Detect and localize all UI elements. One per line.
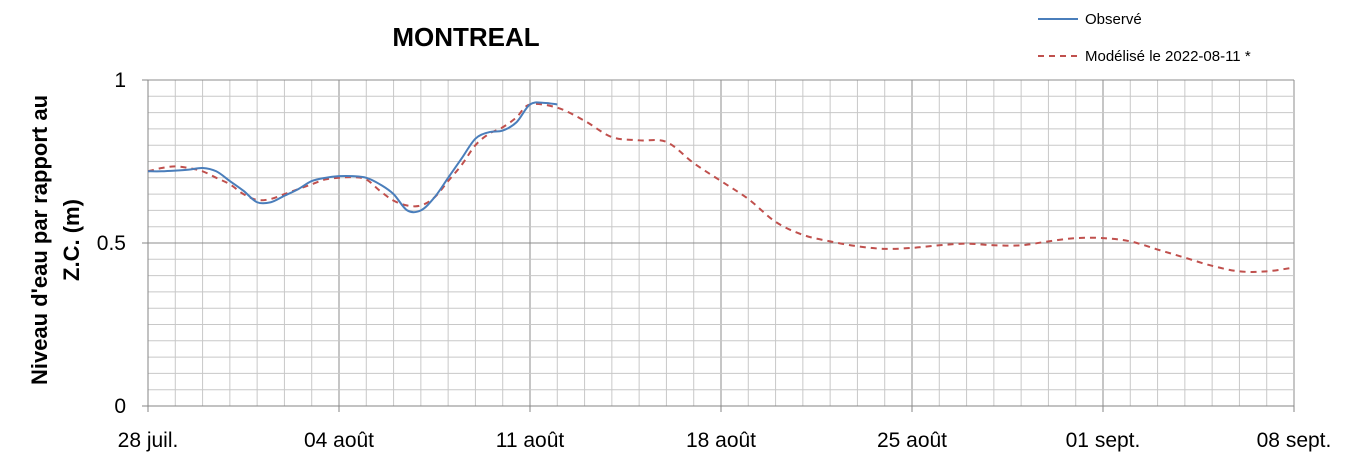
y-tick-label: 0.5 [97,232,126,255]
x-tick-label: 04 août [304,429,374,452]
series-line-observe [147,101,558,214]
legend: Observé Modélisé le 2022-08-11 * [1038,11,1251,65]
grid [148,79,1295,406]
x-tick-label: 11 août [496,429,565,452]
x-tick-label: 25 août [877,429,947,452]
y-axis-label-line-1: Niveau d'eau par rapport au [27,95,52,385]
axes [142,79,1295,412]
x-tick-label: 28 juil. [118,429,179,452]
chart-title: MONTREAL [392,22,539,52]
y-axis-label-line-2: Z.C. (m) [59,199,84,281]
x-tick-label: 08 sept. [1257,429,1332,452]
y-tick-label: 1 [114,69,126,92]
legend-label-modelise: Modélisé le 2022-08-11 * [1085,48,1251,65]
tick-labels: 28 juil. 04 août 11 août 18 août 25 août 01 s… [97,69,1332,452]
y-tick-label: 0 [114,395,126,418]
series-lines [147,101,1295,273]
legend-label-observe: Observé [1085,11,1142,28]
x-tick-label: 01 sept. [1066,429,1141,452]
x-tick-label: 18 août [686,429,756,452]
